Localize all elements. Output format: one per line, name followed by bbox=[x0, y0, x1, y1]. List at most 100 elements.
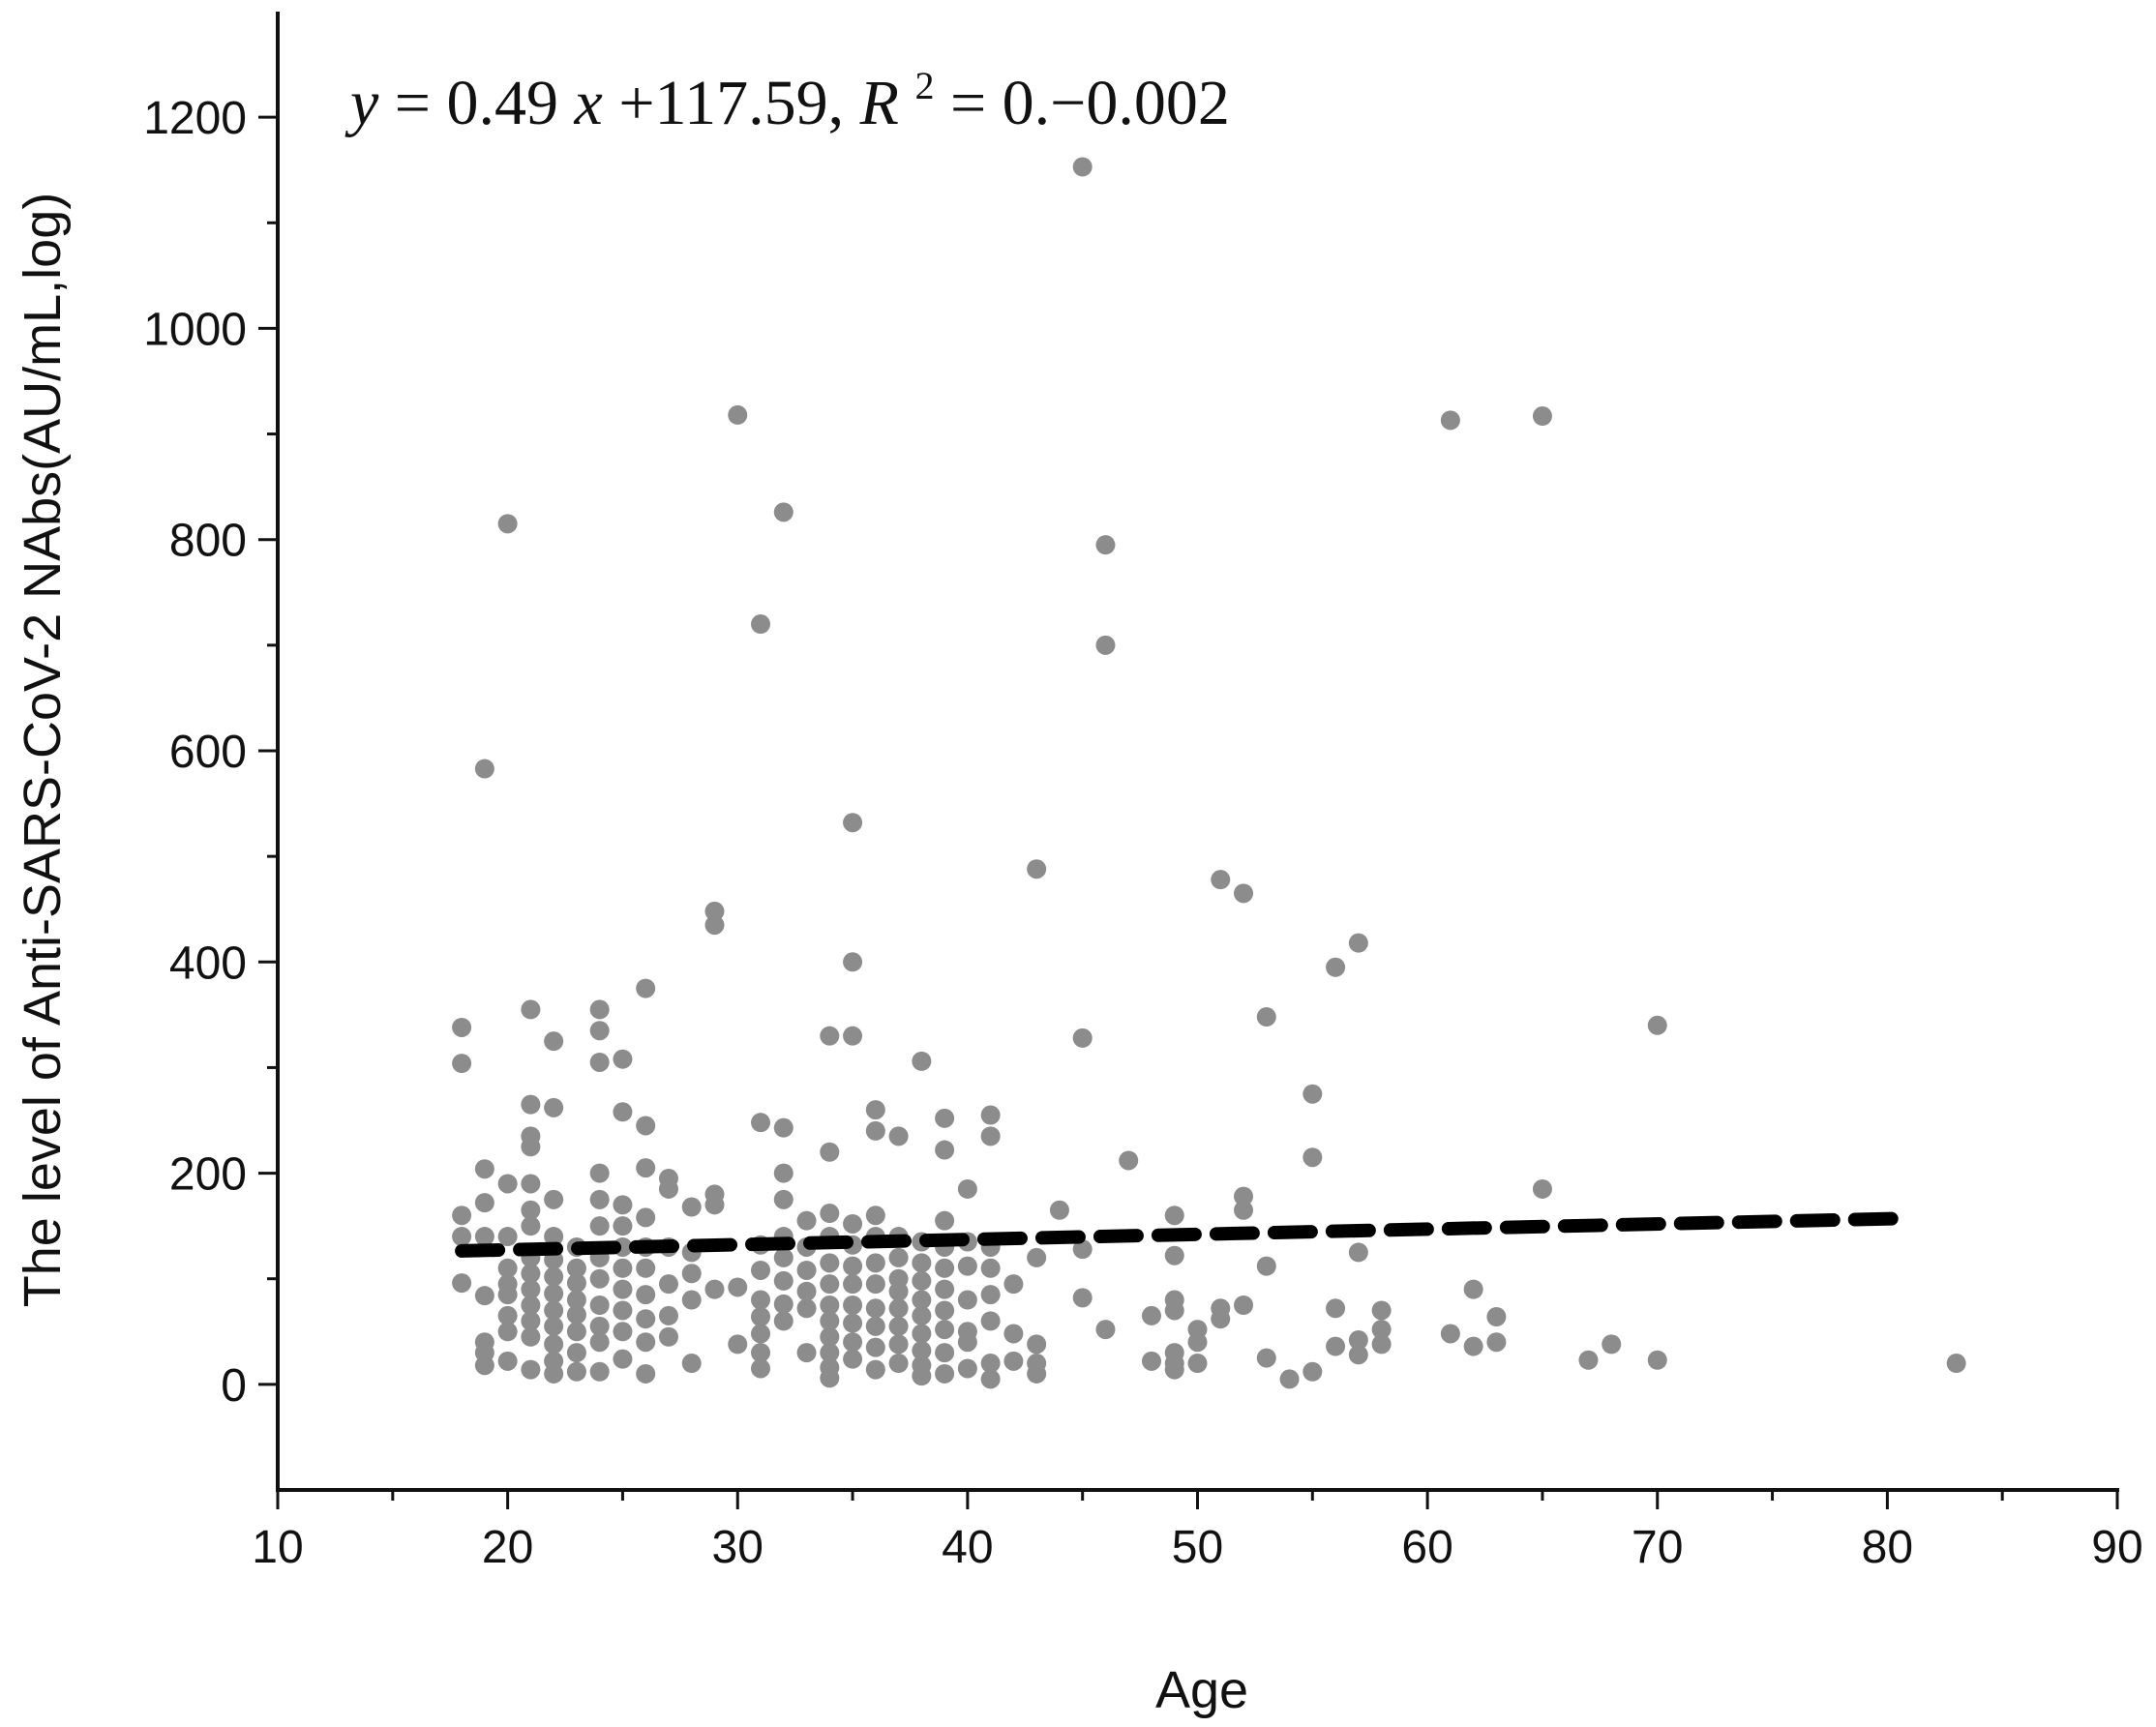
data-point bbox=[497, 1258, 518, 1278]
data-point bbox=[497, 1322, 518, 1342]
data-point bbox=[1348, 1242, 1368, 1263]
data-point bbox=[589, 1216, 610, 1236]
data-point bbox=[912, 1051, 932, 1071]
data-point bbox=[1027, 1334, 1047, 1355]
data-point bbox=[566, 1361, 586, 1382]
data-point bbox=[1187, 1354, 1208, 1374]
data-point bbox=[1946, 1354, 1966, 1374]
data-point bbox=[1486, 1332, 1507, 1353]
y-tick-label: 1000 bbox=[143, 304, 247, 355]
y-tick-label: 600 bbox=[169, 727, 247, 778]
data-point bbox=[935, 1279, 955, 1299]
data-point bbox=[452, 1017, 472, 1037]
x-tick-label: 10 bbox=[252, 1522, 303, 1573]
data-point bbox=[1211, 870, 1231, 890]
data-point bbox=[773, 1163, 794, 1183]
data-point bbox=[1647, 1350, 1667, 1370]
data-point bbox=[796, 1298, 817, 1319]
data-point bbox=[613, 1049, 633, 1069]
data-point bbox=[613, 1322, 633, 1342]
data-point bbox=[1049, 1200, 1069, 1220]
data-point bbox=[820, 1311, 840, 1331]
regression-trendline bbox=[455, 1211, 1918, 1258]
data-point bbox=[1072, 157, 1093, 177]
data-point bbox=[843, 1332, 863, 1353]
data-point bbox=[1164, 1300, 1184, 1321]
y-tick-label: 1200 bbox=[143, 93, 247, 144]
data-point bbox=[1234, 1186, 1254, 1206]
data-point bbox=[452, 1273, 472, 1294]
data-point bbox=[728, 404, 748, 425]
data-point bbox=[980, 1105, 1001, 1125]
data-point bbox=[912, 1366, 932, 1386]
data-point bbox=[1326, 1336, 1346, 1356]
data-point bbox=[751, 614, 771, 635]
equation-part-2: +117.59, bbox=[618, 68, 859, 138]
data-point bbox=[521, 1279, 541, 1299]
y-axis-title: The level of Anti-SARS-CoV-2 NAbs(AU/mL,… bbox=[14, 193, 72, 1307]
y-tick-label: 800 bbox=[169, 516, 247, 567]
data-points bbox=[452, 157, 1966, 1389]
data-point bbox=[658, 1178, 678, 1199]
data-point bbox=[843, 1256, 863, 1276]
data-point bbox=[1164, 1206, 1184, 1226]
data-point bbox=[865, 1316, 885, 1336]
data-point bbox=[658, 1326, 678, 1347]
data-point bbox=[935, 1140, 955, 1160]
data-point bbox=[566, 1273, 586, 1294]
x-tick-label: 50 bbox=[1172, 1522, 1223, 1573]
data-point bbox=[521, 1137, 541, 1157]
data-point bbox=[728, 1334, 748, 1355]
data-point bbox=[751, 1324, 771, 1344]
data-point bbox=[1303, 1084, 1323, 1104]
data-point bbox=[589, 1052, 610, 1072]
data-point bbox=[474, 1355, 494, 1376]
data-point bbox=[704, 1195, 725, 1215]
data-point bbox=[820, 1142, 840, 1162]
data-point bbox=[521, 1359, 541, 1380]
trendline-layer bbox=[455, 1211, 1918, 1258]
data-point bbox=[474, 1286, 494, 1306]
data-point bbox=[1095, 535, 1116, 555]
data-point bbox=[935, 1343, 955, 1363]
data-point bbox=[566, 1322, 586, 1342]
data-point bbox=[820, 1253, 840, 1273]
data-point bbox=[589, 999, 610, 1020]
data-point bbox=[751, 1260, 771, 1280]
x-axis-title: Age bbox=[1155, 1661, 1248, 1719]
data-point bbox=[1003, 1351, 1024, 1371]
data-point bbox=[636, 1158, 656, 1178]
data-point bbox=[820, 1326, 840, 1347]
data-point bbox=[613, 1195, 633, 1215]
data-point bbox=[980, 1126, 1001, 1146]
data-point bbox=[474, 1227, 494, 1247]
data-point bbox=[521, 1216, 541, 1236]
data-point bbox=[589, 1189, 610, 1209]
data-point bbox=[888, 1298, 909, 1319]
data-point bbox=[1578, 1350, 1599, 1370]
data-point bbox=[521, 1295, 541, 1315]
data-point bbox=[681, 1197, 702, 1217]
data-point bbox=[957, 1178, 977, 1199]
data-point bbox=[1256, 1348, 1276, 1368]
data-point bbox=[497, 1174, 518, 1194]
data-point bbox=[544, 1363, 564, 1384]
data-point bbox=[912, 1270, 932, 1291]
data-point bbox=[1187, 1332, 1208, 1353]
data-point bbox=[773, 1189, 794, 1209]
data-point bbox=[521, 1200, 541, 1220]
data-point bbox=[935, 1300, 955, 1321]
data-point bbox=[888, 1247, 909, 1267]
data-point bbox=[1027, 859, 1047, 879]
data-point bbox=[1326, 1298, 1346, 1319]
data-point bbox=[521, 1174, 541, 1194]
data-point bbox=[865, 1359, 885, 1380]
data-point bbox=[589, 1295, 610, 1315]
data-point bbox=[544, 1300, 564, 1321]
data-point bbox=[1371, 1334, 1392, 1355]
data-point bbox=[957, 1358, 977, 1379]
data-point bbox=[497, 1227, 518, 1247]
data-point bbox=[636, 978, 656, 998]
data-point bbox=[796, 1260, 817, 1280]
data-point bbox=[589, 1316, 610, 1336]
